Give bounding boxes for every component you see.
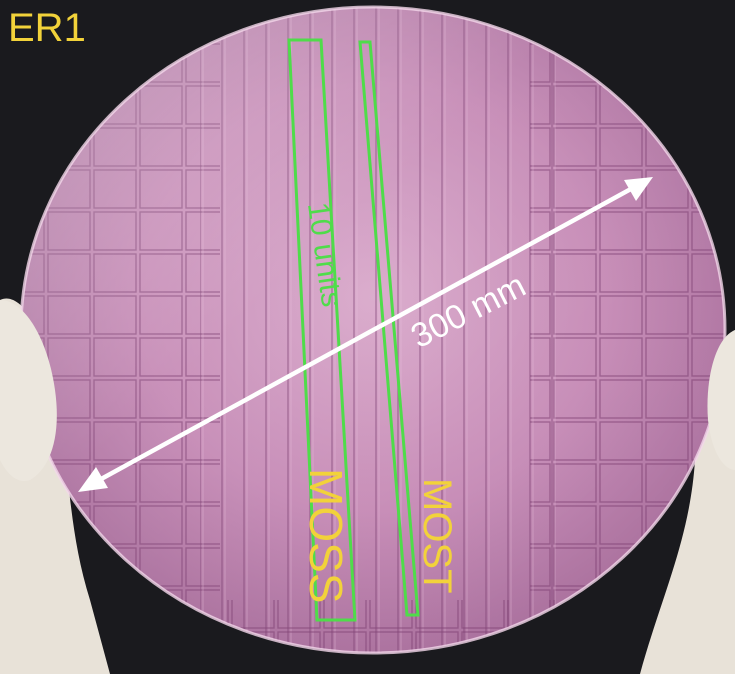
most-label: MOST [415, 478, 459, 594]
moss-label: MOSS [300, 468, 352, 604]
arrowhead-right [624, 177, 653, 201]
left-fingers [0, 300, 57, 481]
right-fingers [707, 330, 735, 470]
dimension-arrow-line [90, 182, 642, 486]
most-outline [358, 40, 420, 617]
wafer-id-label: ER1 [8, 6, 86, 50]
moss-outline [287, 38, 357, 622]
arrowhead-left [78, 467, 108, 492]
